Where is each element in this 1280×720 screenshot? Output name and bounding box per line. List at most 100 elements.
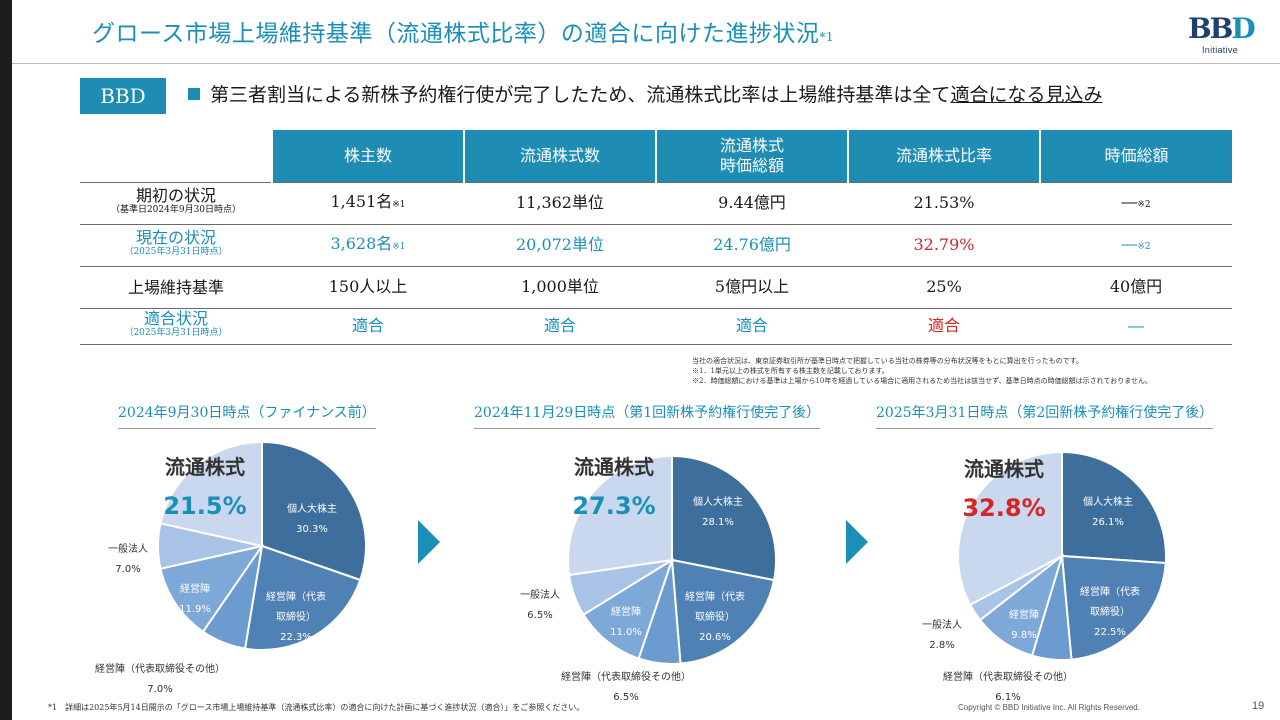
slice-label: 経営陣 — [180, 582, 210, 595]
slice-label: 28.1% — [702, 517, 734, 528]
table-notes: 当社の適合状況は、東京証券取引所が基準日時点で把握している当社の株券等の分布状況… — [692, 356, 1152, 386]
chevron-right-icon — [418, 520, 440, 564]
pie-slice — [159, 440, 263, 548]
table-cell: 適合 — [272, 307, 464, 345]
title-footnote-mark: *1 — [819, 30, 834, 44]
headline: 第三者割当による新株予約権行使が完了したため、流通株式比率は上場維持基準は全て適… — [188, 80, 1102, 107]
slice-label: 11.9% — [179, 604, 211, 615]
table-cell: 20,072単位 — [464, 223, 656, 266]
ownership-pie-chart-2: 個人大株主 28.1% 経営陣（代表取締役） 20.6% 経営陣（代表取締役その他） 6.… — [520, 454, 777, 700]
page-title: グロース市場上場維持基準（流通株式比率）の適合に向けた進捗状況*1 — [92, 21, 834, 47]
pie-slice — [670, 558, 776, 665]
slice-label: 11.0% — [610, 627, 642, 638]
slice-label: 取締役） — [1090, 605, 1130, 618]
pie-slice — [957, 450, 1063, 607]
table-cell: 5億円以上 — [656, 265, 848, 308]
row-label: 適合状況 （2025年3月31日時点） — [80, 307, 272, 345]
pie-slice — [243, 544, 362, 651]
slice-label: 20.6% — [699, 632, 731, 643]
slice-label: 一般法人 — [108, 542, 148, 555]
slice-label: 経営陣（代表 — [266, 590, 326, 603]
table-cell: 9.44億円 — [656, 181, 848, 224]
slice-label: 経営陣 — [1009, 608, 1039, 621]
table-cell: 3,628名※1 — [272, 223, 464, 266]
note-line: ※2．時価総額における基準は上場から10年を経過している場合に適用されるため当社… — [692, 377, 1153, 385]
slice-label: 22.5% — [1094, 627, 1126, 638]
page-number: 19 — [1252, 700, 1265, 712]
float-label: 流通株式 — [165, 455, 245, 479]
pie-slice — [261, 440, 367, 582]
table-cell: ― — [1040, 307, 1232, 345]
slice-label: 一般法人 — [520, 588, 560, 601]
slice-label: 経営陣 — [611, 605, 641, 618]
slice-label: 個人大株主 — [1083, 495, 1133, 508]
slice-label: 経営陣（代表 — [685, 590, 745, 603]
slice-label: 取締役） — [276, 610, 316, 623]
period-heading-1: 2024年9月30日時点（ファイナンス前） — [118, 402, 376, 429]
column-header: 株主数 — [271, 130, 464, 182]
table-cell: 21.53% — [848, 181, 1040, 224]
pie-slice — [159, 544, 265, 634]
table-cell: ―※2 — [1040, 181, 1232, 224]
table-cell: 適合 — [848, 307, 1040, 345]
table-cell: 150人以上 — [272, 265, 464, 308]
slice-label: 9.8% — [1011, 630, 1036, 641]
slice-label: 7.0% — [147, 684, 172, 695]
footnote: *1 詳細は2025年5月14日開示の「グロース市場上場維持基準（流通株式比率）… — [48, 703, 585, 712]
table-cell: 24.76億円 — [656, 223, 848, 266]
ownership-pie-chart-1: 個人大株主 30.3% 経営陣（代表取締役） 22.3% 経営陣（代表取締役その他） 7.… — [95, 440, 367, 695]
copyright: Copyright © BBD Initiative Inc. All Righ… — [958, 703, 1140, 712]
table-cell: 適合 — [464, 307, 656, 345]
column-header: 流通株式比率 — [847, 130, 1040, 182]
title-divider — [12, 63, 1280, 64]
left-accent-bar — [0, 0, 12, 720]
pie-slice — [567, 454, 673, 577]
table-row-current: 現在の状況 （2025年3月31日時点） 3,628名※1 20,072単位 24… — [80, 223, 1232, 266]
slice-label: 経営陣（代表 — [1080, 585, 1140, 598]
slice-label: 経営陣（代表取締役その他） — [95, 662, 225, 675]
table-cell: 25% — [848, 265, 1040, 308]
table-cell: 1,000単位 — [464, 265, 656, 308]
float-percentage: 21.5% — [163, 492, 246, 520]
table-row-compliance: 適合状況 （2025年3月31日時点） 適合 適合 適合 適合 ― — [80, 307, 1232, 345]
slice-label: 個人大株主 — [693, 495, 743, 508]
ownership-pie-chart-3: 個人大株主 26.1% 経営陣（代表取締役） 22.5% 経営陣（代表取締役その他） 6.… — [922, 450, 1167, 700]
slice-label: 7.0% — [115, 564, 140, 575]
table-row-initial: 期初の状況 （基準日2024年9月30日時点） 1,451名※1 11,362単位… — [80, 181, 1232, 224]
table-corner — [80, 130, 272, 182]
table-cell: 適合 — [656, 307, 848, 345]
company-logo: BBD Initiative — [1188, 12, 1256, 56]
table-row-criteria: 上場維持基準 150人以上 1,000単位 5億円以上 25% 40億円 — [80, 265, 1232, 308]
slice-label: 6.1% — [995, 692, 1020, 700]
column-header: 流通株式 時価総額 — [655, 130, 848, 182]
slice-label: 個人大株主 — [287, 502, 337, 515]
pie-slice — [1060, 554, 1167, 661]
float-label: 流通株式 — [574, 455, 654, 479]
slice-label: 取締役） — [695, 610, 735, 623]
table-header-row: 株主数 流通株式数 流通株式 時価総額 流通株式比率 時価総額 — [80, 130, 1232, 182]
column-header: 時価総額 — [1039, 130, 1232, 182]
pie-slice — [582, 557, 674, 660]
slice-label: 6.5% — [613, 692, 638, 700]
slice-label: 一般法人 — [922, 618, 962, 631]
table-cell: 11,362単位 — [464, 181, 656, 224]
row-label: 上場維持基準 — [80, 265, 272, 308]
slice-label: 2.8% — [929, 640, 954, 651]
period-heading-3: 2025年3月31日時点（第2回新株予約権行使完了後） — [876, 402, 1214, 429]
float-label: 流通株式 — [964, 457, 1044, 481]
chevron-right-icon — [846, 520, 868, 564]
bullet-square-icon — [188, 88, 200, 100]
float-percentage: 32.8% — [962, 494, 1045, 522]
column-header: 流通株式数 — [463, 130, 656, 182]
slice-label: 26.1% — [1092, 517, 1124, 528]
slice-label: 6.5% — [527, 610, 552, 621]
table-cell: 1,451名※1 — [272, 181, 464, 224]
pie-slice — [671, 454, 777, 582]
note-line: ※1．1単元以上の株式を所有する株主数を記載しております。 — [692, 367, 889, 375]
table-cell: ―※2 — [1040, 223, 1232, 266]
slice-label: 経営陣（代表取締役その他） — [943, 670, 1073, 683]
row-label: 期初の状況 （基準日2024年9月30日時点） — [80, 181, 272, 224]
slice-label: 経営陣（代表取締役その他） — [561, 670, 691, 683]
table-cell: 32.79% — [848, 223, 1040, 266]
note-line: 当社の適合状況は、東京証券取引所が基準日時点で把握している当社の株券等の分布状況… — [692, 357, 1083, 365]
